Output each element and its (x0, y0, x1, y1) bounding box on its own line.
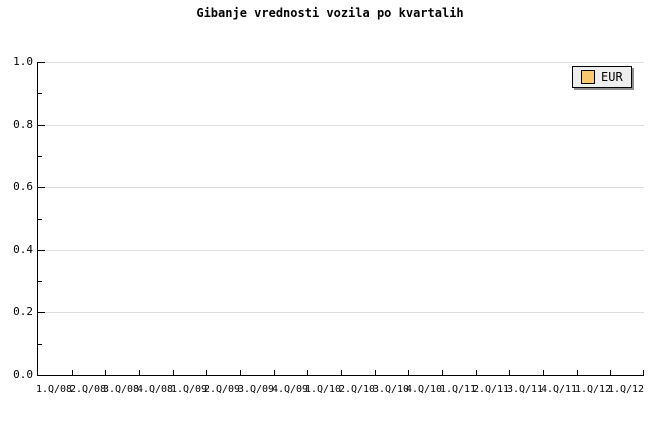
x-tick (543, 370, 544, 375)
gridline (38, 312, 644, 313)
x-tick (509, 370, 510, 375)
x-tick (643, 370, 644, 375)
y-major-tick (38, 312, 45, 313)
x-tick (476, 370, 477, 375)
x-axis-tick-label: 1.Q/10 (304, 384, 342, 395)
gridline (38, 250, 644, 251)
x-axis-tick-label: 2.Q/10 (338, 384, 376, 395)
x-axis-tick-label: 4.Q/10 (405, 384, 443, 395)
x-axis-tick-label: 3.Q/10 (372, 384, 410, 395)
x-axis-tick-label: 2.Q/08 (69, 384, 107, 395)
x-tick (105, 370, 106, 375)
x-tick (206, 370, 207, 375)
chart-title: Gibanje vrednosti vozila po kvartalih (196, 6, 464, 20)
x-tick (274, 370, 275, 375)
x-tick (577, 370, 578, 375)
x-axis-tick-label: 2.Q/11 (472, 384, 510, 395)
x-axis-tick-label: 4.Q/08 (136, 384, 174, 395)
x-tick (408, 370, 409, 375)
y-minor-tick (38, 219, 42, 220)
x-axis-tick-label: 4.Q/11 (540, 384, 578, 395)
y-major-tick (38, 187, 45, 188)
x-axis-tick-label: 3.Q/08 (102, 384, 140, 395)
y-axis-tick-label: 1.0 (13, 55, 33, 68)
x-tick (375, 370, 376, 375)
legend-label-eur: EUR (601, 70, 623, 84)
y-major-tick (38, 375, 45, 376)
gridline (38, 125, 644, 126)
x-tick (610, 370, 611, 375)
x-tick (173, 370, 174, 375)
x-tick (341, 370, 342, 375)
y-minor-tick (38, 156, 42, 157)
y-axis-tick-label: 0.2 (13, 305, 33, 318)
x-tick (442, 370, 443, 375)
x-tick (139, 370, 140, 375)
x-tick (307, 370, 308, 375)
x-tick (72, 370, 73, 375)
legend: EUR (572, 66, 632, 88)
x-tick (240, 370, 241, 375)
y-minor-tick (38, 281, 42, 282)
x-axis-tick-label: 1.Q/08 (35, 384, 73, 395)
x-axis-tick-label: 1.Q/12 (574, 384, 612, 395)
x-axis-tick-label: 2.Q/09 (203, 384, 241, 395)
y-axis-tick-label: 0.8 (13, 118, 33, 131)
x-axis-tick-label: 4.Q/09 (271, 384, 309, 395)
gridline (38, 187, 644, 188)
y-minor-tick (38, 93, 42, 94)
x-axis-tick-label: 1.Q/09 (170, 384, 208, 395)
legend-swatch-eur-icon (581, 70, 595, 84)
plot-area (37, 62, 644, 376)
y-axis-tick-label: 0.0 (13, 368, 33, 381)
x-axis-tick-label: 1.Q/11 (439, 384, 477, 395)
x-axis-tick-label: 1.Q/12 (607, 384, 645, 395)
y-axis-tick-label: 0.6 (13, 180, 33, 193)
y-major-tick (38, 62, 45, 63)
y-major-tick (38, 250, 45, 251)
x-axis-tick-label: 3.Q/09 (237, 384, 275, 395)
y-minor-tick (38, 344, 42, 345)
y-axis-tick-label: 0.4 (13, 243, 33, 256)
gridline (38, 62, 644, 63)
y-major-tick (38, 125, 45, 126)
x-axis-tick-label: 3.Q/11 (506, 384, 544, 395)
